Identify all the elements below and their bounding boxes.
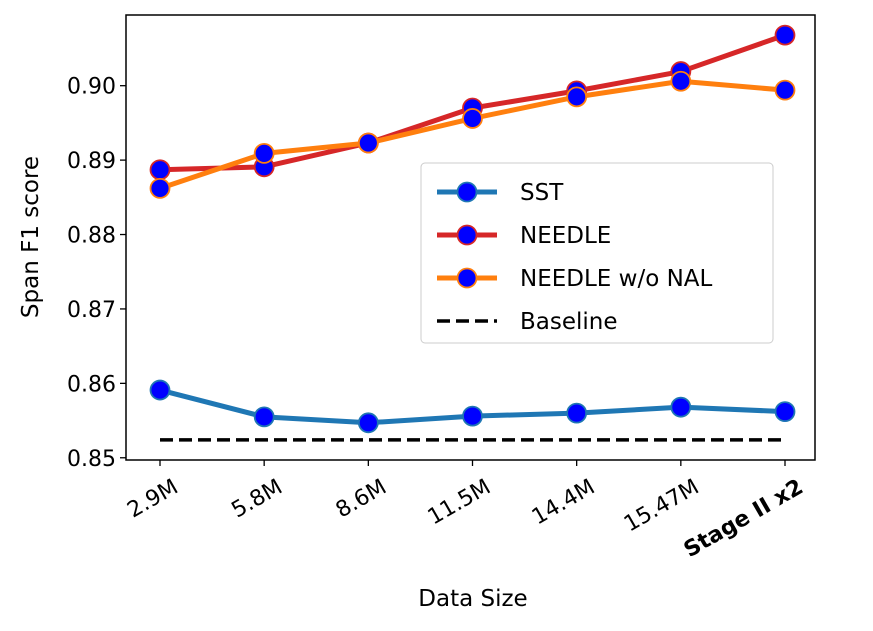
data-point bbox=[253, 143, 275, 164]
x-tick-label: 15.47M bbox=[620, 475, 703, 538]
x-tick-label: 8.6M bbox=[332, 475, 391, 524]
legend-marker bbox=[456, 267, 478, 289]
x-tick-label: 2.9M bbox=[123, 475, 182, 524]
y-tick-label: 0.85 bbox=[67, 447, 116, 472]
data-point bbox=[774, 79, 796, 101]
x-tick-label: Stage II x2 bbox=[680, 475, 808, 563]
y-tick-label: 0.90 bbox=[67, 75, 116, 100]
y-tick-label: 0.87 bbox=[67, 298, 116, 323]
legend-label: Baseline bbox=[520, 309, 618, 335]
data-point bbox=[774, 24, 796, 46]
plot-frame bbox=[125, 14, 816, 461]
legend-marker bbox=[456, 181, 478, 203]
y-tick-label: 0.89 bbox=[67, 149, 116, 174]
data-point bbox=[462, 405, 483, 427]
data-point bbox=[566, 86, 588, 108]
legend-frame bbox=[420, 162, 774, 344]
data-point bbox=[357, 412, 379, 434]
data-point bbox=[670, 70, 692, 92]
data-point bbox=[462, 108, 483, 129]
data-point bbox=[149, 159, 171, 181]
legend-marker bbox=[456, 224, 478, 246]
y-tick-label: 0.88 bbox=[67, 224, 116, 249]
legend-label: NEEDLE w/o NAL bbox=[520, 266, 713, 292]
data-point bbox=[149, 379, 171, 401]
legend: SST NEEDLE NEEDLE w/o NAL Baseline bbox=[420, 162, 774, 344]
data-point bbox=[253, 406, 275, 428]
data-point bbox=[670, 396, 692, 418]
y-axis-label: Span F1 score bbox=[18, 156, 44, 318]
x-axis-label: Data Size bbox=[418, 586, 527, 612]
x-tick-label: 5.8M bbox=[228, 475, 287, 524]
legend-label: SST bbox=[520, 180, 564, 206]
data-point bbox=[774, 401, 796, 423]
x-tick-label: 11.5M bbox=[424, 475, 495, 531]
data-point bbox=[357, 132, 379, 154]
legend-label: NEEDLE bbox=[520, 223, 611, 249]
x-tick-label: 14.4M bbox=[528, 475, 599, 531]
y-tick-label: 0.86 bbox=[67, 372, 116, 397]
data-point bbox=[149, 177, 171, 199]
data-point bbox=[566, 402, 588, 424]
